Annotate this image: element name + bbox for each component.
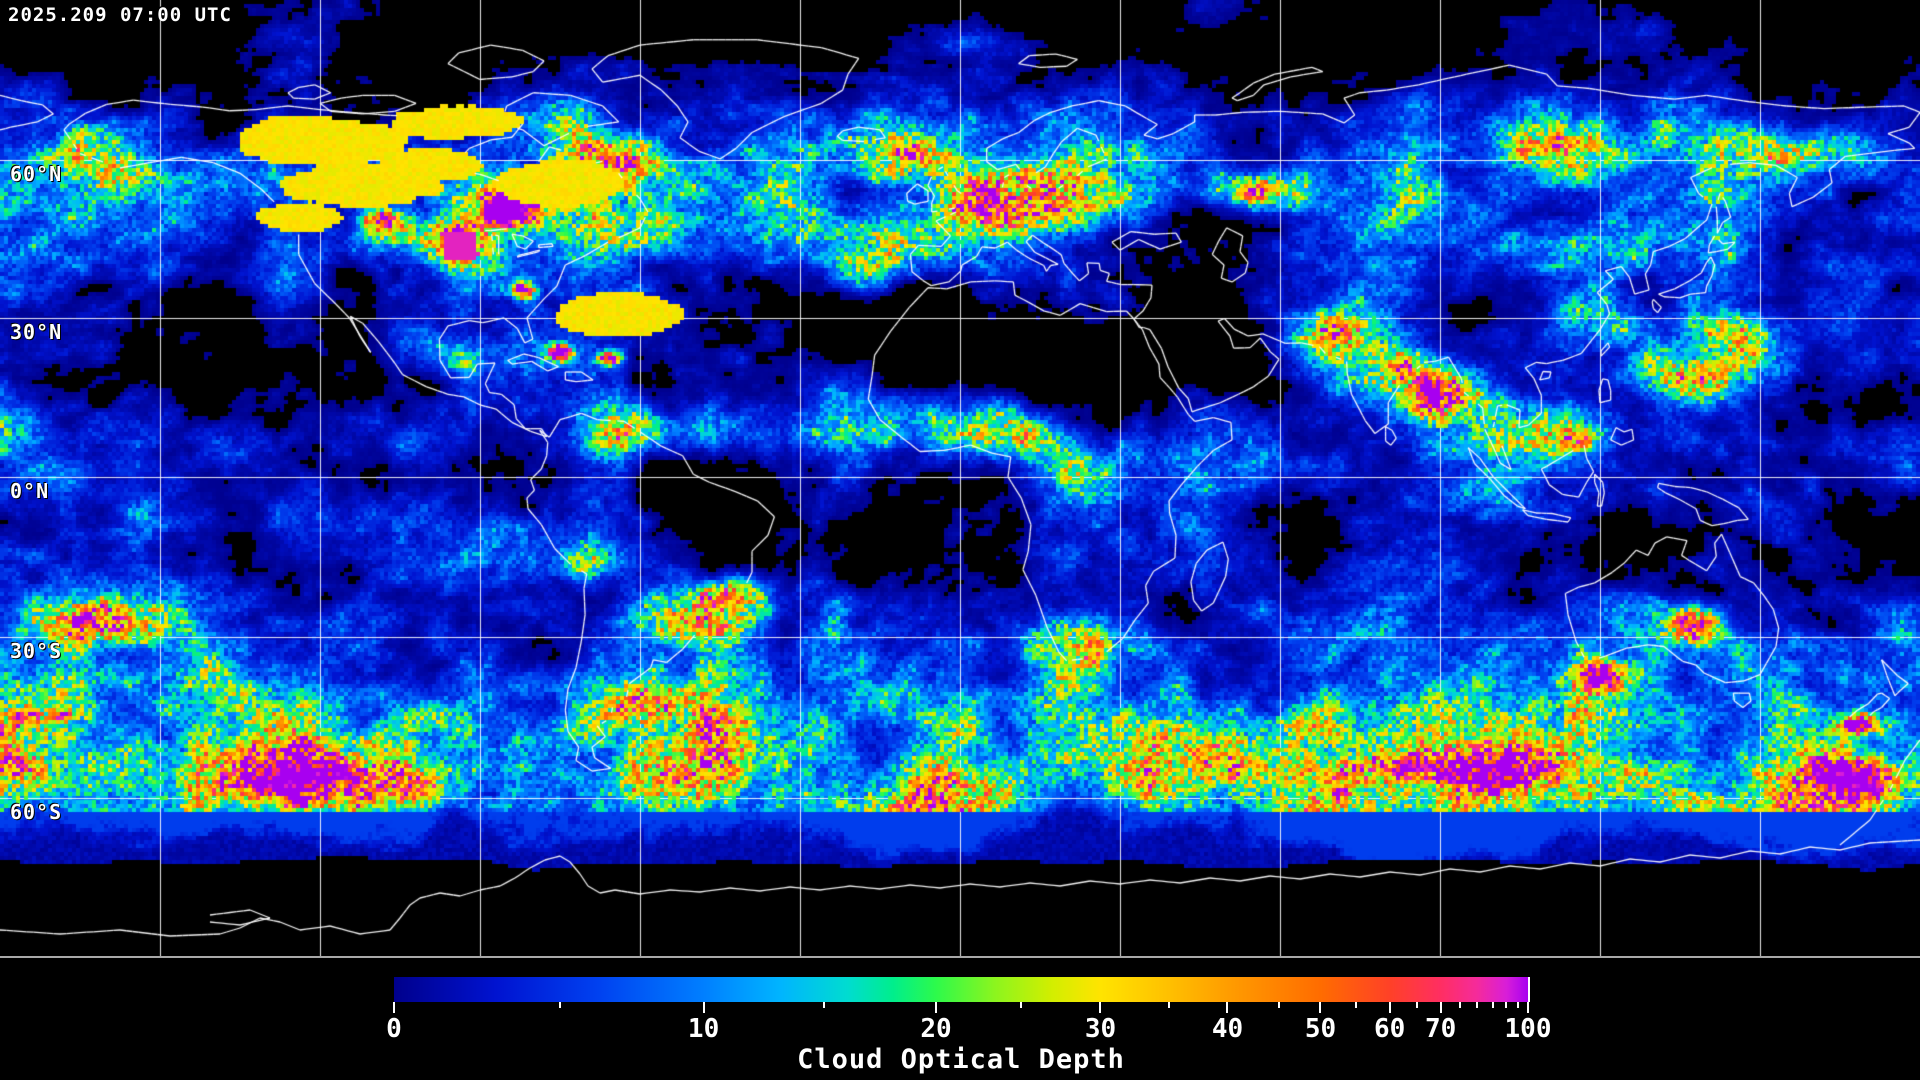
global-cloud-map-canvas (0, 0, 1920, 956)
colorbar-tick (1415, 1002, 1418, 1008)
colorbar-tick (1226, 1002, 1229, 1013)
colorbar-tick (393, 1002, 395, 1013)
latitude-label: 30°S (10, 639, 63, 663)
colorbar-tick (1439, 1002, 1442, 1013)
colorbar-tick (1099, 1002, 1102, 1013)
colorbar-tick (1516, 1002, 1519, 1008)
colorbar-tick (935, 1002, 938, 1013)
colorbar-tick-label: 0 (386, 1014, 402, 1044)
colorbar-tick-label: 70 (1425, 1014, 1457, 1044)
colorbar-tick (1388, 1002, 1391, 1013)
colorbar-tick-label: 60 (1373, 1014, 1406, 1044)
latitude-label: 30°N (10, 320, 63, 344)
colorbar-tick (1020, 1002, 1023, 1008)
colorbar-tick-label: 20 (920, 1014, 952, 1044)
colorbar-tick (1354, 1002, 1357, 1008)
colorbar-tick (702, 1002, 705, 1013)
colorbar-tick-label: 10 (687, 1014, 720, 1044)
colorbar-tick-label: 100 (1504, 1014, 1552, 1044)
colorbar-title: Cloud Optical Depth (797, 1044, 1125, 1075)
colorbar-tick (1167, 1002, 1170, 1008)
colorbar-tick (1319, 1002, 1322, 1013)
colorbar-tick-label: 50 (1304, 1014, 1337, 1044)
colorbar-tick-label: 30 (1084, 1014, 1117, 1044)
colorbar-tick (558, 1002, 561, 1008)
colorbar-tick-label: 40 (1211, 1014, 1244, 1044)
timestamp: 2025.209 07:00 UTC (8, 4, 232, 26)
colorbar-tick (822, 1002, 825, 1008)
colorbar-gradient (394, 977, 1530, 1002)
colorbar-tick (1458, 1002, 1461, 1008)
colorbar-tick (1475, 1002, 1478, 1008)
colorbar-tick (1505, 1002, 1508, 1008)
map-frame-line (0, 956, 1920, 958)
latitude-label: 60°S (10, 800, 63, 824)
latitude-label: 60°N (10, 162, 63, 186)
latitude-label: 0°N (10, 479, 50, 503)
colorbar: 0 10 20 30 40 50 60 70 100 Cloud Optical Depth (0, 958, 1920, 1080)
colorbar-tick (1491, 1002, 1494, 1008)
colorbar-tick (1527, 1002, 1529, 1013)
colorbar-tick (1277, 1002, 1280, 1008)
